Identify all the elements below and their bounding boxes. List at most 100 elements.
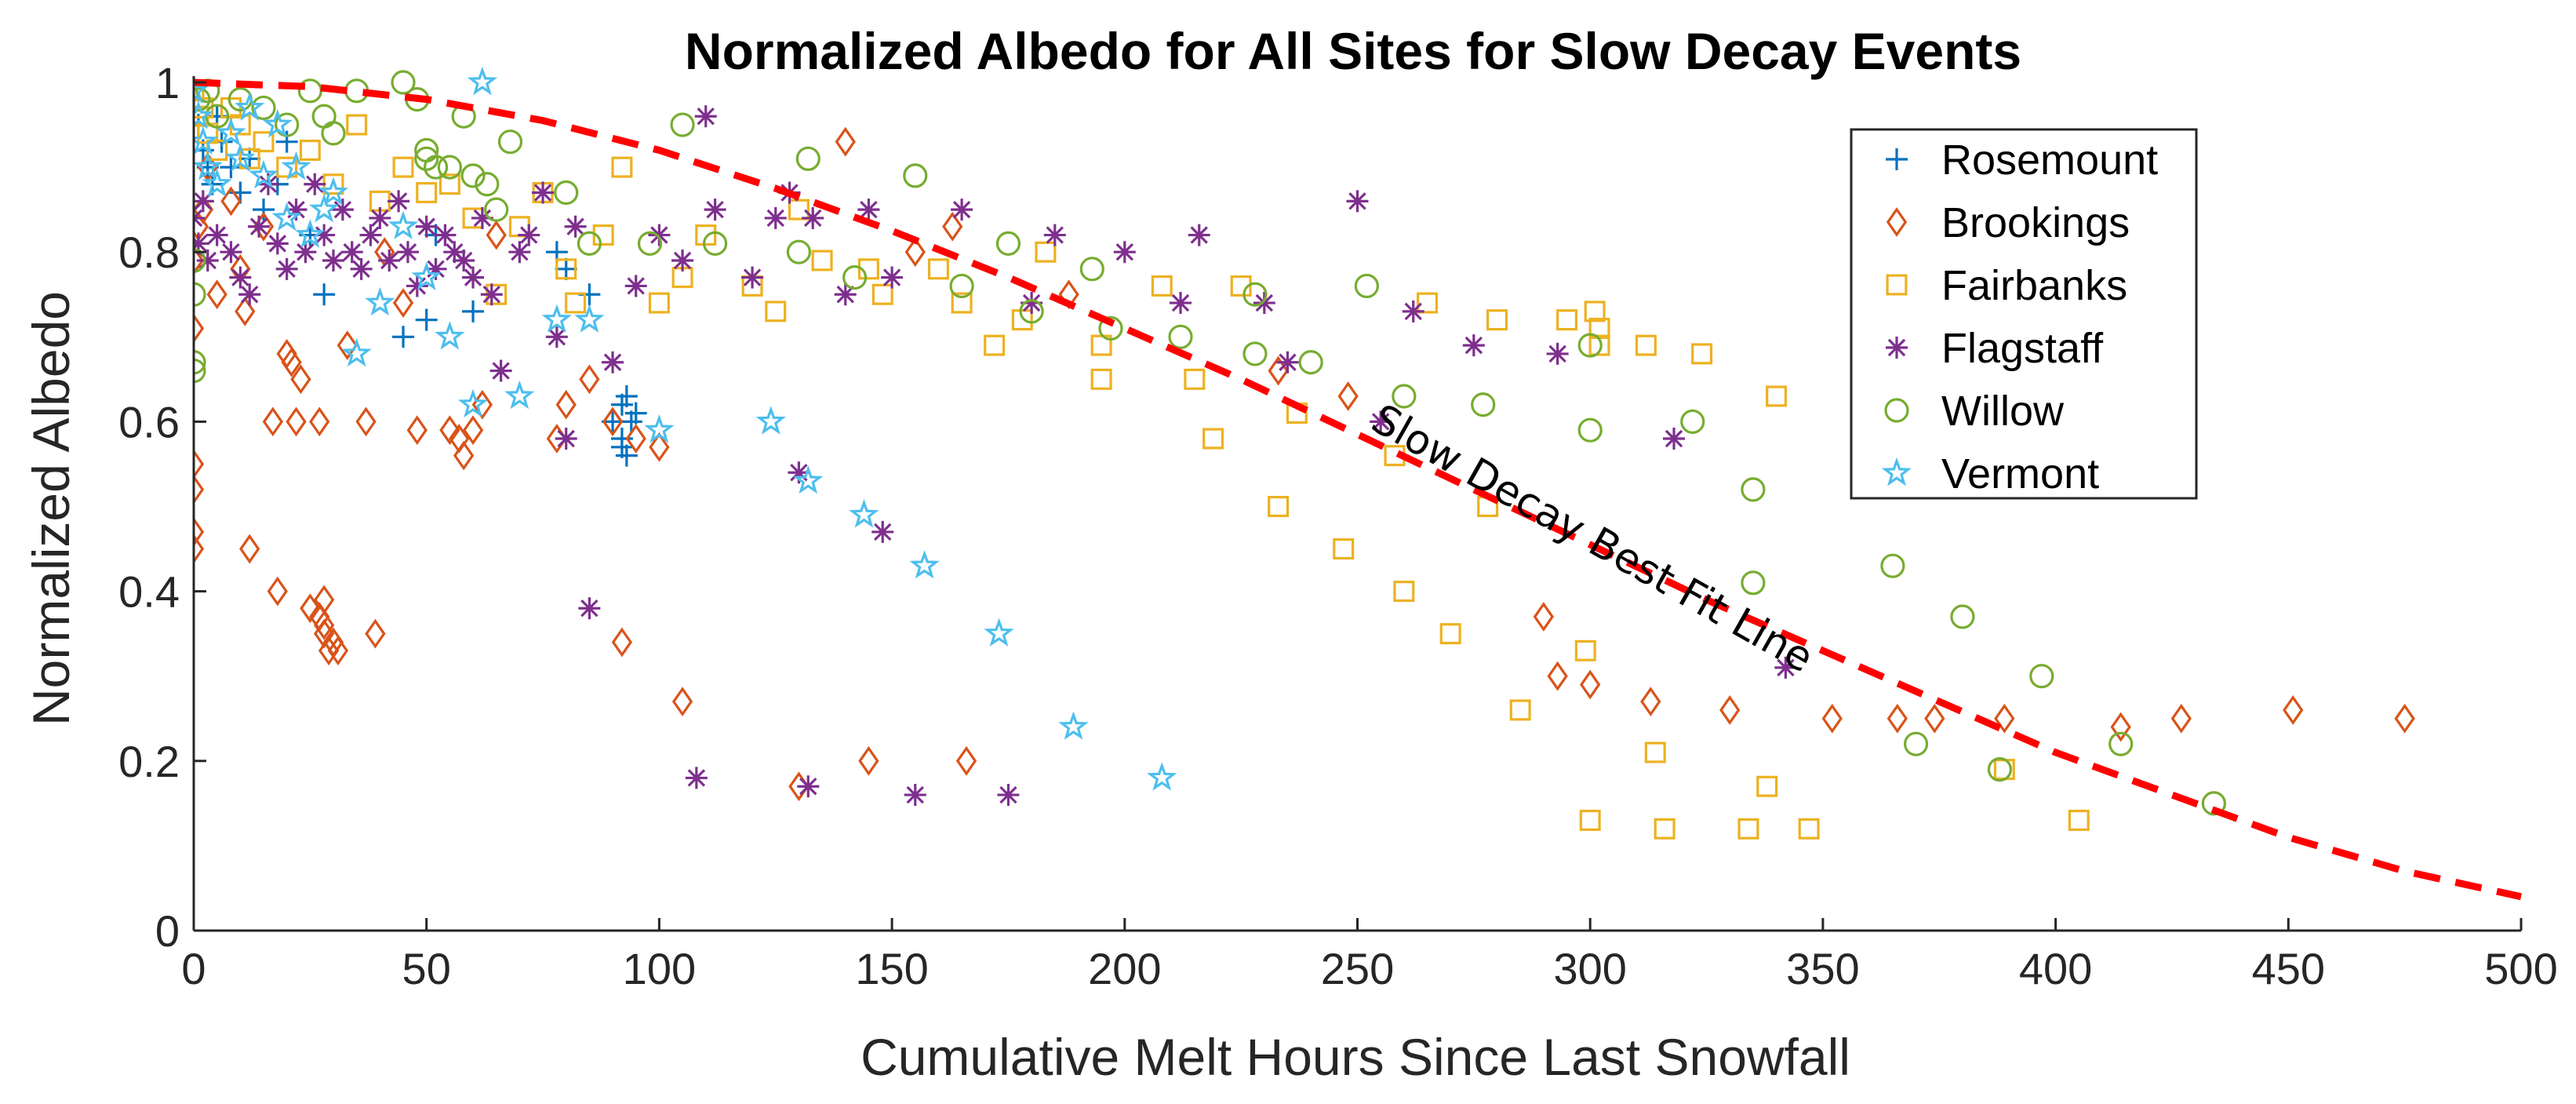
point-brookings [453, 440, 475, 471]
y-tick-label: 0.8 [118, 228, 180, 277]
series-brookings [194, 126, 2415, 802]
point-willow [1680, 409, 1705, 435]
point-brookings [309, 406, 330, 437]
point-willow [903, 163, 928, 188]
x-tick-label: 200 [1088, 944, 1161, 993]
point-brookings [2110, 712, 2131, 742]
point-flagstaff [532, 181, 555, 204]
point-fairbanks [1184, 368, 1206, 390]
point-flagstaff [518, 224, 540, 246]
point-vermont [849, 499, 879, 528]
point-fairbanks [1737, 818, 1759, 840]
point-fairbanks [1635, 334, 1657, 356]
point-flagstaff [453, 250, 475, 272]
point-fairbanks [1579, 809, 1601, 831]
point-brookings [355, 406, 377, 437]
point-flagstaff [1188, 224, 1210, 246]
point-vermont [225, 143, 256, 172]
point-fairbanks [592, 224, 614, 246]
point-brookings [220, 186, 242, 217]
point-flagstaff [1546, 342, 1569, 365]
point-willow [1392, 384, 1417, 409]
point-brookings [314, 610, 335, 640]
point-brookings [300, 593, 321, 624]
legend-label-willow: Willow [1941, 388, 2065, 435]
point-willow [2108, 731, 2134, 756]
point-vermont [435, 321, 465, 350]
point-flagstaff [1170, 292, 1192, 315]
point-brookings [649, 432, 670, 462]
point-brookings [611, 627, 633, 658]
point-fairbanks [1654, 818, 1675, 840]
point-willow [1098, 315, 1123, 341]
point-rosemount [238, 148, 261, 170]
point-flagstaff [871, 520, 894, 543]
point-brookings [2283, 695, 2304, 725]
point-brookings [194, 474, 205, 505]
point-willow [786, 239, 812, 264]
legend-label-vermont: Vermont [1941, 450, 2099, 497]
point-flagstaff [1663, 428, 1686, 450]
point-flagstaff [508, 241, 531, 264]
point-willow [554, 180, 579, 206]
legend-item-willow: Willow [1884, 388, 2065, 435]
point-flagstaff [480, 283, 503, 306]
point-brookings [942, 211, 963, 242]
point-flagstaff [206, 224, 228, 246]
point-flagstaff [624, 275, 647, 297]
point-brookings [1821, 703, 1843, 734]
point-flagstaff [387, 190, 410, 213]
point-fairbanks [1011, 309, 1033, 331]
point-fairbanks [1333, 538, 1355, 560]
point-fairbanks [648, 292, 670, 314]
point-willow [391, 70, 416, 95]
point-fairbanks [1417, 292, 1439, 314]
point-fairbanks [695, 224, 717, 246]
point-brookings [365, 618, 386, 649]
point-flagstaff [1113, 241, 1136, 264]
point-willow [577, 231, 602, 256]
point-fairbanks [1574, 639, 1596, 661]
point-rosemount [615, 384, 638, 407]
point-brookings [579, 364, 600, 395]
point-brookings [1994, 703, 2015, 734]
point-flagstaff [194, 232, 209, 255]
point-fairbanks [1151, 275, 1173, 297]
point-willow [1577, 333, 1603, 358]
point-flagstaff [378, 250, 401, 272]
point-flagstaff [462, 266, 485, 289]
x-tick-label: 450 [2252, 944, 2325, 993]
point-brookings [206, 279, 227, 310]
point-brookings [2170, 703, 2192, 734]
point-brookings [555, 389, 577, 420]
point-fairbanks [253, 131, 275, 153]
point-willow [1168, 324, 1193, 349]
point-vermont [194, 100, 214, 129]
point-flagstaff [266, 232, 289, 255]
point-brookings [1533, 602, 1555, 632]
point-brookings [486, 220, 507, 250]
point-brookings [290, 364, 311, 395]
point-fairbanks [1202, 428, 1224, 450]
legend-marker-vermont [1881, 457, 1912, 486]
point-fairbanks [1035, 241, 1057, 263]
point-brookings [955, 745, 977, 776]
point-flagstaff [248, 215, 271, 238]
point-flagstaff [1021, 292, 1043, 315]
y-tick-label: 0 [155, 906, 180, 956]
point-fairbanks [2068, 809, 2090, 831]
point-brookings [671, 687, 693, 717]
point-flagstaff [1276, 351, 1299, 373]
point-willow [703, 231, 728, 256]
point-rosemount [392, 326, 415, 348]
point-flagstaff [602, 351, 624, 373]
x-tick-label: 100 [623, 944, 696, 993]
point-flagstaff [322, 250, 345, 272]
point-willow [484, 197, 509, 222]
point-flagstaff [802, 206, 824, 229]
point-vermont [194, 75, 209, 104]
point-fairbanks [1584, 301, 1606, 322]
point-willow [1741, 570, 1766, 596]
point-brookings [904, 237, 926, 268]
